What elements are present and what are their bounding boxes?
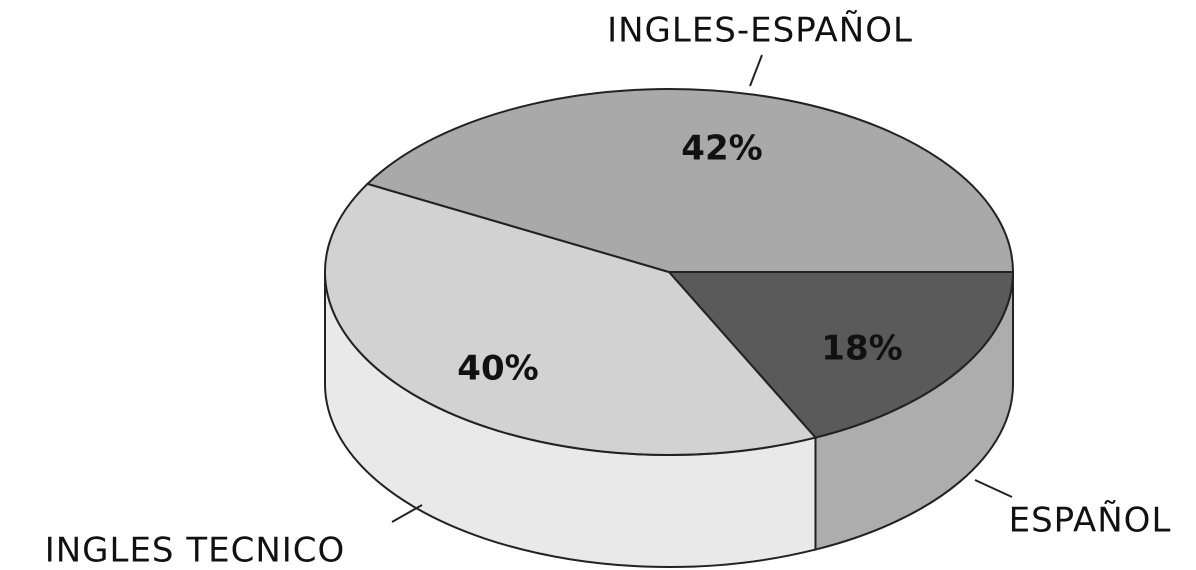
slice [324,182,818,456]
category-label: ESPAÑOL [1009,501,1172,541]
leader-line [749,54,763,87]
slice [666,271,1015,439]
leader-line [974,479,1013,498]
value-label: 40% [457,349,538,389]
category-label: INGLES-ESPAÑOL [607,11,913,51]
leader-line [391,504,423,523]
slice [365,88,1015,273]
category-label: INGLES TECNICO [45,531,346,570]
value-label: 42% [681,129,762,169]
value-label: 18% [821,329,902,369]
